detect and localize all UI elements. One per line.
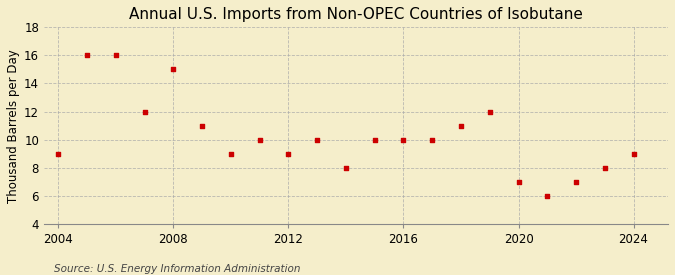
Point [398,138,409,142]
Text: Source: U.S. Energy Information Administration: Source: U.S. Energy Information Administ… [54,264,300,274]
Point [456,123,466,128]
Point [254,138,265,142]
Point [225,152,236,156]
Point [168,67,179,72]
Point [485,109,495,114]
Point [139,109,150,114]
Point [53,152,63,156]
Point [283,152,294,156]
Title: Annual U.S. Imports from Non-OPEC Countries of Isobutane: Annual U.S. Imports from Non-OPEC Countr… [129,7,583,22]
Point [312,138,323,142]
Point [82,53,92,57]
Point [599,166,610,170]
Point [427,138,437,142]
Point [628,152,639,156]
Point [369,138,380,142]
Point [341,166,352,170]
Y-axis label: Thousand Barrels per Day: Thousand Barrels per Day [7,49,20,202]
Point [570,180,581,184]
Point [542,194,553,198]
Point [111,53,122,57]
Point [513,180,524,184]
Point [196,123,207,128]
